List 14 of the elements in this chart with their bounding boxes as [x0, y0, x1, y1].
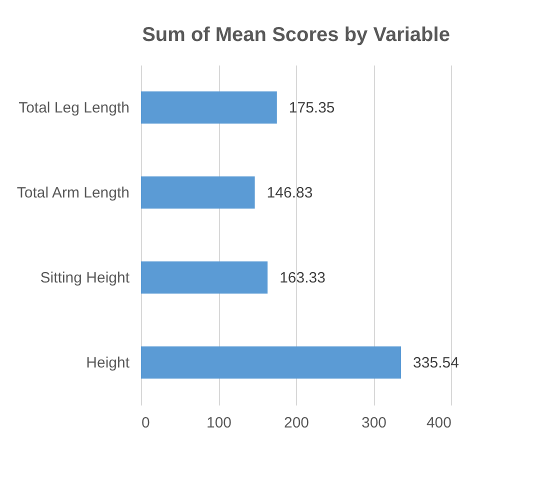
x-tick-label: 200 [284, 414, 310, 432]
y-tick-label: Total Arm Length [16, 184, 130, 202]
data-label: 163.33 [280, 270, 326, 286]
x-tick-label: 400 [426, 414, 452, 432]
y-tick-label: Height [86, 354, 130, 372]
chart-title: Sum of Mean Scores by Variable [142, 24, 450, 46]
y-tick-label: Total Leg Length [18, 100, 130, 116]
y-tick-label: Sitting Height [40, 270, 130, 286]
x-tick-label: 300 [361, 414, 387, 432]
x-tick-label: 0 [142, 414, 150, 432]
data-label: 175.35 [288, 100, 335, 116]
data-label: 335.54 [413, 354, 459, 372]
x-tick-label: 100 [206, 414, 232, 432]
data-label: 146.83 [266, 184, 313, 202]
